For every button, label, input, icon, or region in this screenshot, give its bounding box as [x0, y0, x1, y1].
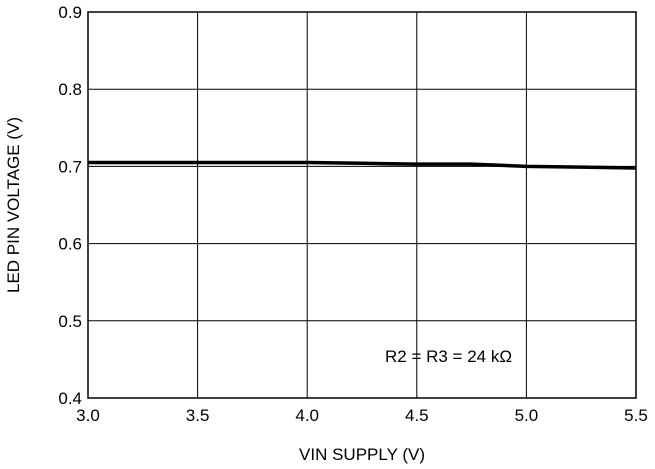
x-tick-label: 5.0 [515, 406, 539, 425]
grid [87, 11, 637, 399]
y-tick-label: 0.9 [58, 3, 82, 22]
x-tick-label: 5.5 [624, 406, 648, 425]
plot-frame [87, 11, 637, 399]
x-tick-label: 4.0 [295, 406, 319, 425]
y-tick-label: 0.5 [58, 312, 82, 331]
y-tick-label: 0.7 [58, 157, 82, 176]
y-tick-labels: 0.4 0.5 0.6 0.7 0.8 0.9 [58, 3, 82, 408]
y-tick-label: 0.4 [58, 389, 82, 408]
x-tick-label: 4.5 [405, 406, 429, 425]
annotation-text: R2 = R3 = 24 kΩ [385, 347, 512, 366]
x-tick-label: 3.5 [186, 406, 210, 425]
series-line [88, 160, 637, 170]
y-tick-label: 0.8 [58, 80, 82, 99]
x-axis-label: VIN SUPPLY (V) [299, 445, 425, 464]
x-tick-labels: 3.0 3.5 4.0 4.5 5.0 5.5 [76, 406, 648, 425]
y-axis-label: LED PIN VOLTAGE (V) [4, 117, 23, 293]
x-tick-label: 3.0 [76, 406, 100, 425]
y-tick-label: 0.6 [58, 235, 82, 254]
